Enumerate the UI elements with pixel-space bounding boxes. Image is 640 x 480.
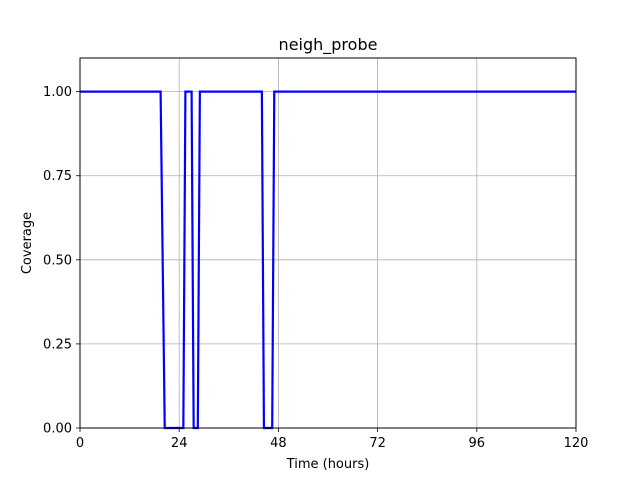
x-tick-label: 96 xyxy=(469,436,486,451)
y-tick-label: 0.25 xyxy=(43,337,72,352)
x-axis-label: Time (hours) xyxy=(286,457,370,472)
x-tick-label: 120 xyxy=(564,436,589,451)
chart-title: neigh_probe xyxy=(279,35,378,55)
y-axis-label: Coverage xyxy=(20,212,35,274)
x-tick-label: 48 xyxy=(270,436,287,451)
y-tick-label: 0.50 xyxy=(43,253,72,268)
x-tick-label: 72 xyxy=(369,436,386,451)
y-tick-label: 0.00 xyxy=(43,422,72,437)
y-axis: 0.00 0.25 0.50 0.75 1.00 xyxy=(43,85,80,437)
y-tick-label: 1.00 xyxy=(43,85,72,100)
y-tick-label: 0.75 xyxy=(43,169,72,184)
x-tick-label: 0 xyxy=(76,436,84,451)
x-tick-label: 24 xyxy=(171,436,188,451)
plot-frame xyxy=(79,57,577,429)
x-axis: 0 24 48 72 96 120 xyxy=(76,428,589,451)
